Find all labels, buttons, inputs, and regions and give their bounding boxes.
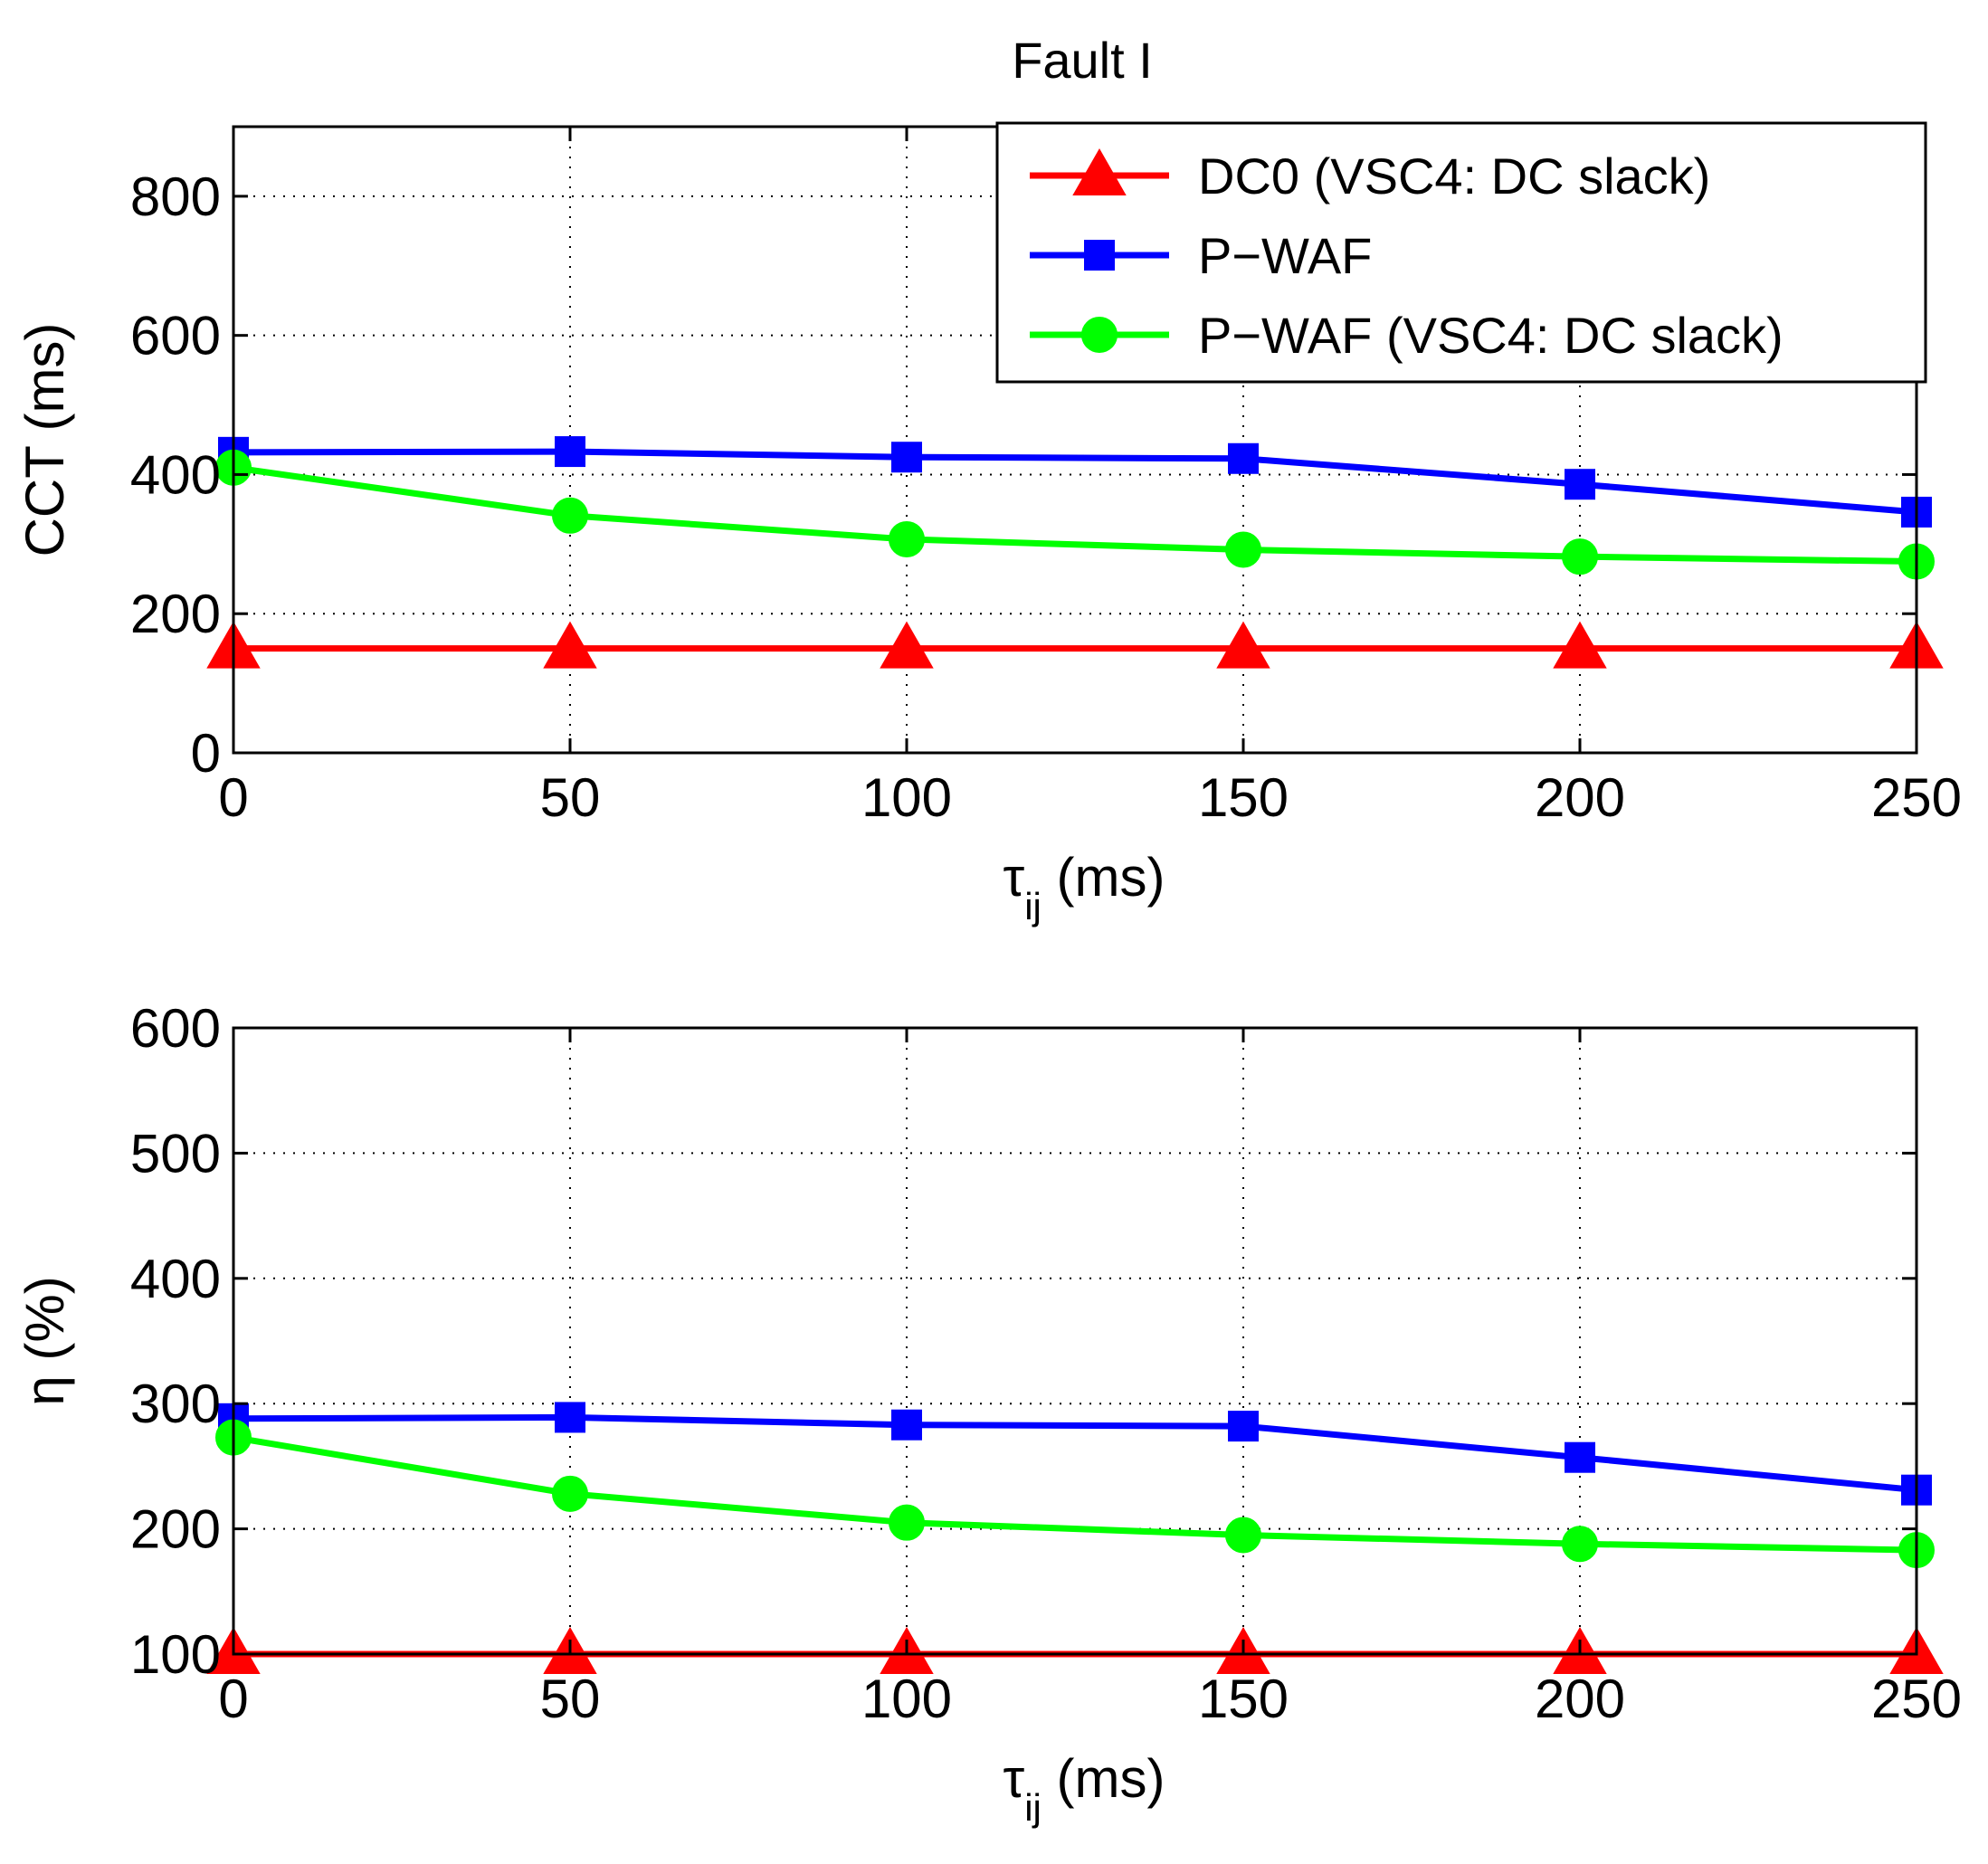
x-tick-label: 150 <box>1198 767 1289 828</box>
y-axis-title: η (%) <box>14 1276 75 1405</box>
x-tick-label: 250 <box>1871 1669 1962 1729</box>
x-tick-label: 0 <box>218 1669 248 1729</box>
y-tick-label: 200 <box>130 1499 221 1560</box>
data-point-pwaf <box>1565 469 1595 500</box>
legend-label-dc0: DC0 (VSC4: DC slack) <box>1198 147 1710 204</box>
data-point-dc0 <box>1216 621 1270 669</box>
plot-eta: 0 50 100 150 200 250 100 200 300 400 500 600 τij (ms… <box>14 998 1962 1829</box>
x-tick-label: 200 <box>1535 767 1625 828</box>
data-point-pwaf_slack <box>1562 538 1598 575</box>
data-point-pwaf <box>1565 1441 1595 1473</box>
series-line-pwaf_slack <box>233 1434 1917 1554</box>
data-point-dc0 <box>880 621 934 669</box>
data-point-pwaf_slack <box>889 520 925 557</box>
legend-marker-pwaf <box>1084 240 1115 271</box>
data-point-pwaf <box>1228 1411 1259 1442</box>
data-point-pwaf_slack <box>1225 1517 1261 1554</box>
x-axis-title: τij (ms) <box>1004 1748 1165 1829</box>
x-tick-label: 50 <box>540 767 601 828</box>
y-tick-label: 0 <box>191 723 221 784</box>
y-tick-label: 600 <box>130 998 221 1059</box>
data-point-pwaf_slack <box>552 497 588 534</box>
data-point-pwaf_slack <box>1225 531 1261 568</box>
y-axis-title: CCT (ms) <box>14 323 75 557</box>
axes-frame <box>232 1026 1918 1656</box>
data-point-dc0 <box>543 621 597 669</box>
legend-label-pwaf_slack: P−WAF (VSC4: DC slack) <box>1198 307 1783 364</box>
plot-area <box>233 1028 1917 1654</box>
data-point-pwaf <box>555 1402 585 1433</box>
data-point-pwaf_slack <box>552 1475 588 1512</box>
series-line-pwaf_slack <box>233 464 1917 566</box>
y-tick-label: 600 <box>130 306 221 366</box>
data-point-pwaf <box>1228 442 1259 474</box>
y-tick-label: 500 <box>130 1123 221 1184</box>
y-tick-label: 400 <box>130 444 221 505</box>
x-tick-label: 0 <box>218 767 248 828</box>
data-point-pwaf <box>891 1409 922 1441</box>
data-point-dc0 <box>1553 621 1607 669</box>
data-point-pwaf <box>891 442 922 473</box>
x-tick-label: 50 <box>540 1669 601 1729</box>
data-point-pwaf <box>555 436 585 468</box>
x-tick-label: 250 <box>1871 767 1962 828</box>
x-axis-title: τij (ms) <box>1004 847 1165 927</box>
series-line-pwaf <box>233 1413 1917 1494</box>
series-line-pwaf <box>233 448 1917 516</box>
data-point-pwaf_slack <box>1562 1526 1598 1563</box>
legend-marker-pwaf_slack <box>1081 317 1118 353</box>
x-tick-label: 150 <box>1198 1669 1289 1729</box>
y-tick-label: 400 <box>130 1249 221 1309</box>
y-tick-label: 100 <box>130 1624 221 1685</box>
y-tick-label: 200 <box>130 584 221 644</box>
y-tick-label: 300 <box>130 1374 221 1434</box>
legend-label-pwaf: P−WAF <box>1198 227 1372 284</box>
data-point-pwaf_slack <box>889 1504 925 1541</box>
x-tick-label: 200 <box>1535 1669 1625 1729</box>
plot-cct: 0 50 100 150 200 250 0 200 400 600 800 τij (ms) CCT … <box>14 121 1962 927</box>
x-tick-label: 100 <box>861 767 952 828</box>
legend-marker-dc0 <box>1072 147 1127 195</box>
figure-title: Fault I <box>1012 32 1153 89</box>
x-tick-label: 100 <box>861 1669 952 1729</box>
y-tick-label: 800 <box>130 166 221 227</box>
